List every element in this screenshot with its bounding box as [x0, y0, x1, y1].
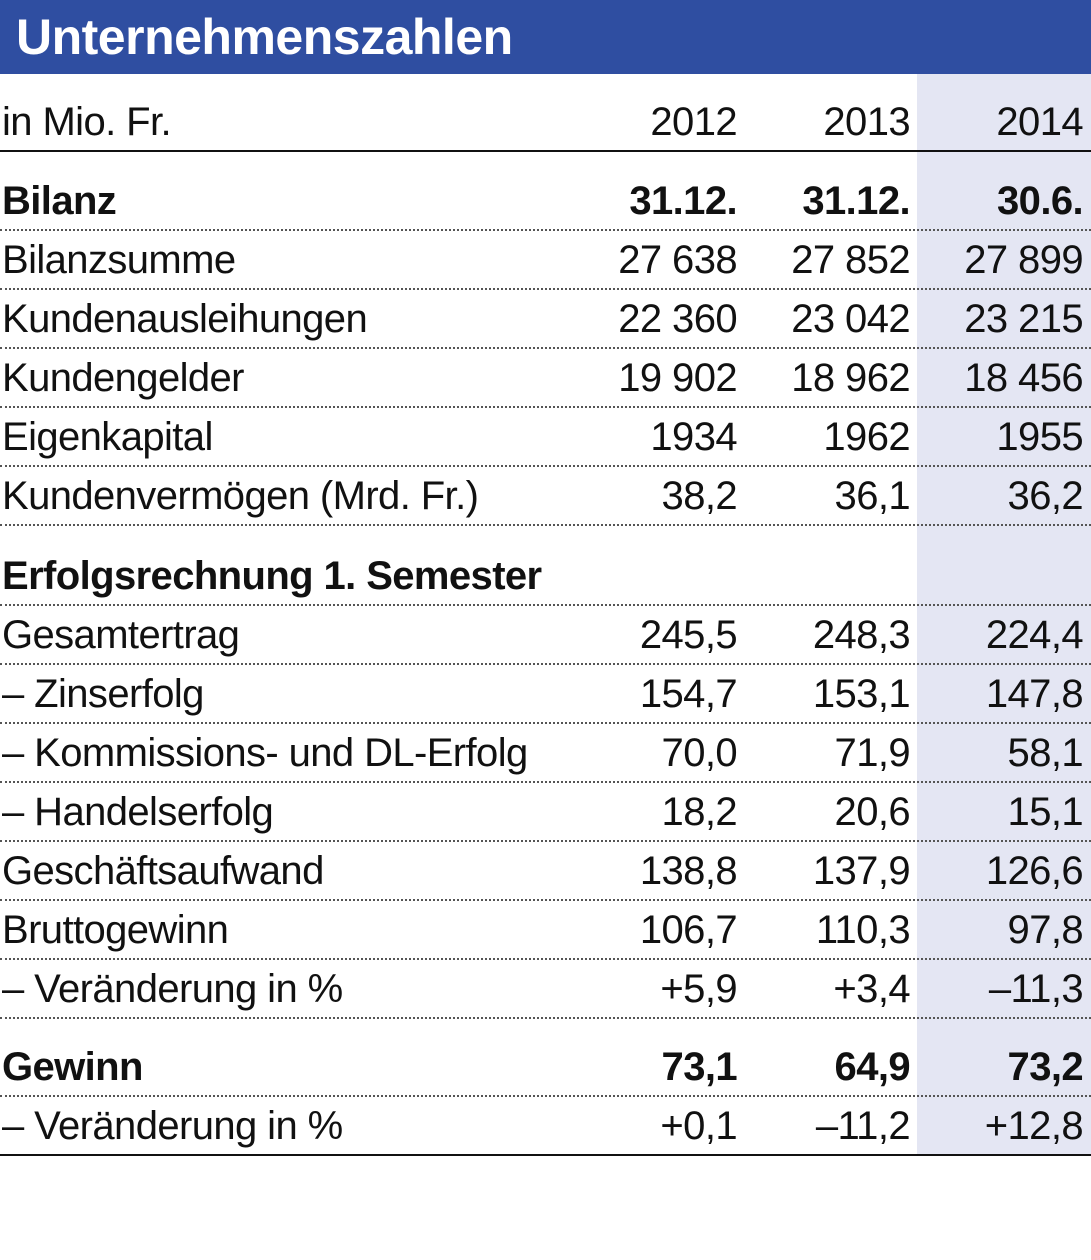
row-value: 73,2	[1007, 1045, 1084, 1089]
row-value: 110,3	[815, 908, 911, 952]
table-row: Geschäftsaufwand 138,8 137,9 126,6	[0, 842, 1091, 901]
table-row: Kundengelder 19 902 18 962 18 456	[0, 349, 1091, 408]
row-label: Kundenausleihungen	[2, 297, 368, 341]
table-row: – Handelserfolg 18,2 20,6 15,1	[0, 783, 1091, 842]
row-value: –11,3	[988, 967, 1084, 1011]
row-value: 126,6	[985, 849, 1084, 893]
row-value: 153,1	[812, 672, 911, 716]
table-row: – Kommissions- und DL-Erfolg 70,0 71,9 58,1	[0, 724, 1091, 783]
year-header-2013: 2013	[823, 100, 910, 144]
row-value: 22 360	[618, 297, 737, 341]
row-value: 18,2	[661, 790, 738, 834]
row-value: 64,9	[834, 1045, 911, 1089]
row-value: –11,2	[815, 1104, 911, 1148]
row-label: Gesamtertrag	[2, 613, 240, 657]
table-row: Kundenvermögen (Mrd. Fr.) 38,2 36,1 36,2	[0, 467, 1091, 526]
row-value: 106,7	[639, 908, 738, 952]
row-value: +3,4	[833, 967, 910, 1011]
row-label: – Kommissions- und DL-Erfolg	[2, 731, 528, 775]
header-row: in Mio. Fr. 2012 2013 2014	[0, 74, 1091, 152]
row-value: 36,1	[834, 474, 911, 518]
table-row: Eigenkapital 1934 1962 1955	[0, 408, 1091, 467]
row-label: Kundengelder	[2, 356, 245, 400]
table-row: Bilanz 31.12. 31.12. 30.6.	[0, 152, 1091, 231]
highlight-column-2014	[917, 74, 1091, 1156]
table-row: Bilanzsumme 27 638 27 852 27 899	[0, 231, 1091, 290]
row-label: Bilanz	[2, 179, 117, 223]
row-value: 58,1	[1007, 731, 1084, 775]
row-value: 27 638	[618, 238, 737, 282]
row-value: 71,9	[834, 731, 911, 775]
row-value: 20,6	[834, 790, 911, 834]
row-value: 147,8	[985, 672, 1084, 716]
row-value: 97,8	[1007, 908, 1084, 952]
row-value: 30.6.	[997, 179, 1084, 223]
row-value: 138,8	[639, 849, 738, 893]
row-value: 36,2	[1007, 474, 1084, 518]
row-label: – Veränderung in %	[2, 1104, 343, 1148]
row-value: 1955	[996, 415, 1083, 459]
row-value: +12,8	[984, 1104, 1084, 1148]
table-row: Kundenausleihungen 22 360 23 042 23 215	[0, 290, 1091, 349]
row-value: 1962	[823, 415, 910, 459]
table-title: Unternehmenszahlen	[0, 0, 1091, 74]
row-label: – Handelserfolg	[2, 790, 274, 834]
row-value: 23 215	[964, 297, 1083, 341]
row-label: Eigenkapital	[2, 415, 213, 459]
row-value: 23 042	[791, 297, 910, 341]
table-row: Bruttogewinn 106,7 110,3 97,8	[0, 901, 1091, 960]
table-row: – Veränderung in % +0,1 –11,2 +12,8	[0, 1097, 1091, 1156]
year-header-2014: 2014	[996, 100, 1083, 144]
row-value: 27 899	[964, 238, 1083, 282]
row-value: 70,0	[661, 731, 738, 775]
row-label: Kundenvermögen (Mrd. Fr.)	[2, 474, 479, 518]
row-value: 18 962	[791, 356, 910, 400]
row-value: 38,2	[661, 474, 738, 518]
row-value: 137,9	[812, 849, 911, 893]
row-value: 19 902	[618, 356, 737, 400]
row-value: +0,1	[660, 1104, 737, 1148]
row-value: +5,9	[660, 967, 737, 1011]
table-row: – Veränderung in % +5,9 +3,4 –11,3	[0, 960, 1091, 1019]
row-value: 1934	[650, 415, 737, 459]
unit-label: in Mio. Fr.	[2, 100, 172, 144]
table-row: Gesamtertrag 245,5 248,3 224,4	[0, 606, 1091, 665]
row-label: Erfolgsrechnung 1. Semester	[2, 554, 542, 598]
row-value: 73,1	[661, 1045, 738, 1089]
row-label: Geschäftsaufwand	[2, 849, 324, 893]
row-value: 15,1	[1007, 790, 1084, 834]
row-label: Bruttogewinn	[2, 908, 229, 952]
year-header-2012: 2012	[650, 100, 737, 144]
row-value: 248,3	[812, 613, 911, 657]
row-value: 31.12.	[802, 179, 910, 223]
table-row: Gewinn 73,1 64,9 73,2	[0, 1019, 1091, 1097]
row-label: – Veränderung in %	[2, 967, 343, 1011]
row-label: Bilanzsumme	[2, 238, 236, 282]
row-value: 154,7	[639, 672, 738, 716]
row-value: 245,5	[639, 613, 738, 657]
row-value: 224,4	[985, 613, 1084, 657]
row-label: Gewinn	[2, 1045, 143, 1089]
table-row: Erfolgsrechnung 1. Semester	[0, 526, 1091, 606]
row-value: 18 456	[964, 356, 1083, 400]
row-value: 31.12.	[629, 179, 737, 223]
row-label: – Zinserfolg	[2, 672, 204, 716]
row-value: 27 852	[791, 238, 910, 282]
table-row: – Zinserfolg 154,7 153,1 147,8	[0, 665, 1091, 724]
